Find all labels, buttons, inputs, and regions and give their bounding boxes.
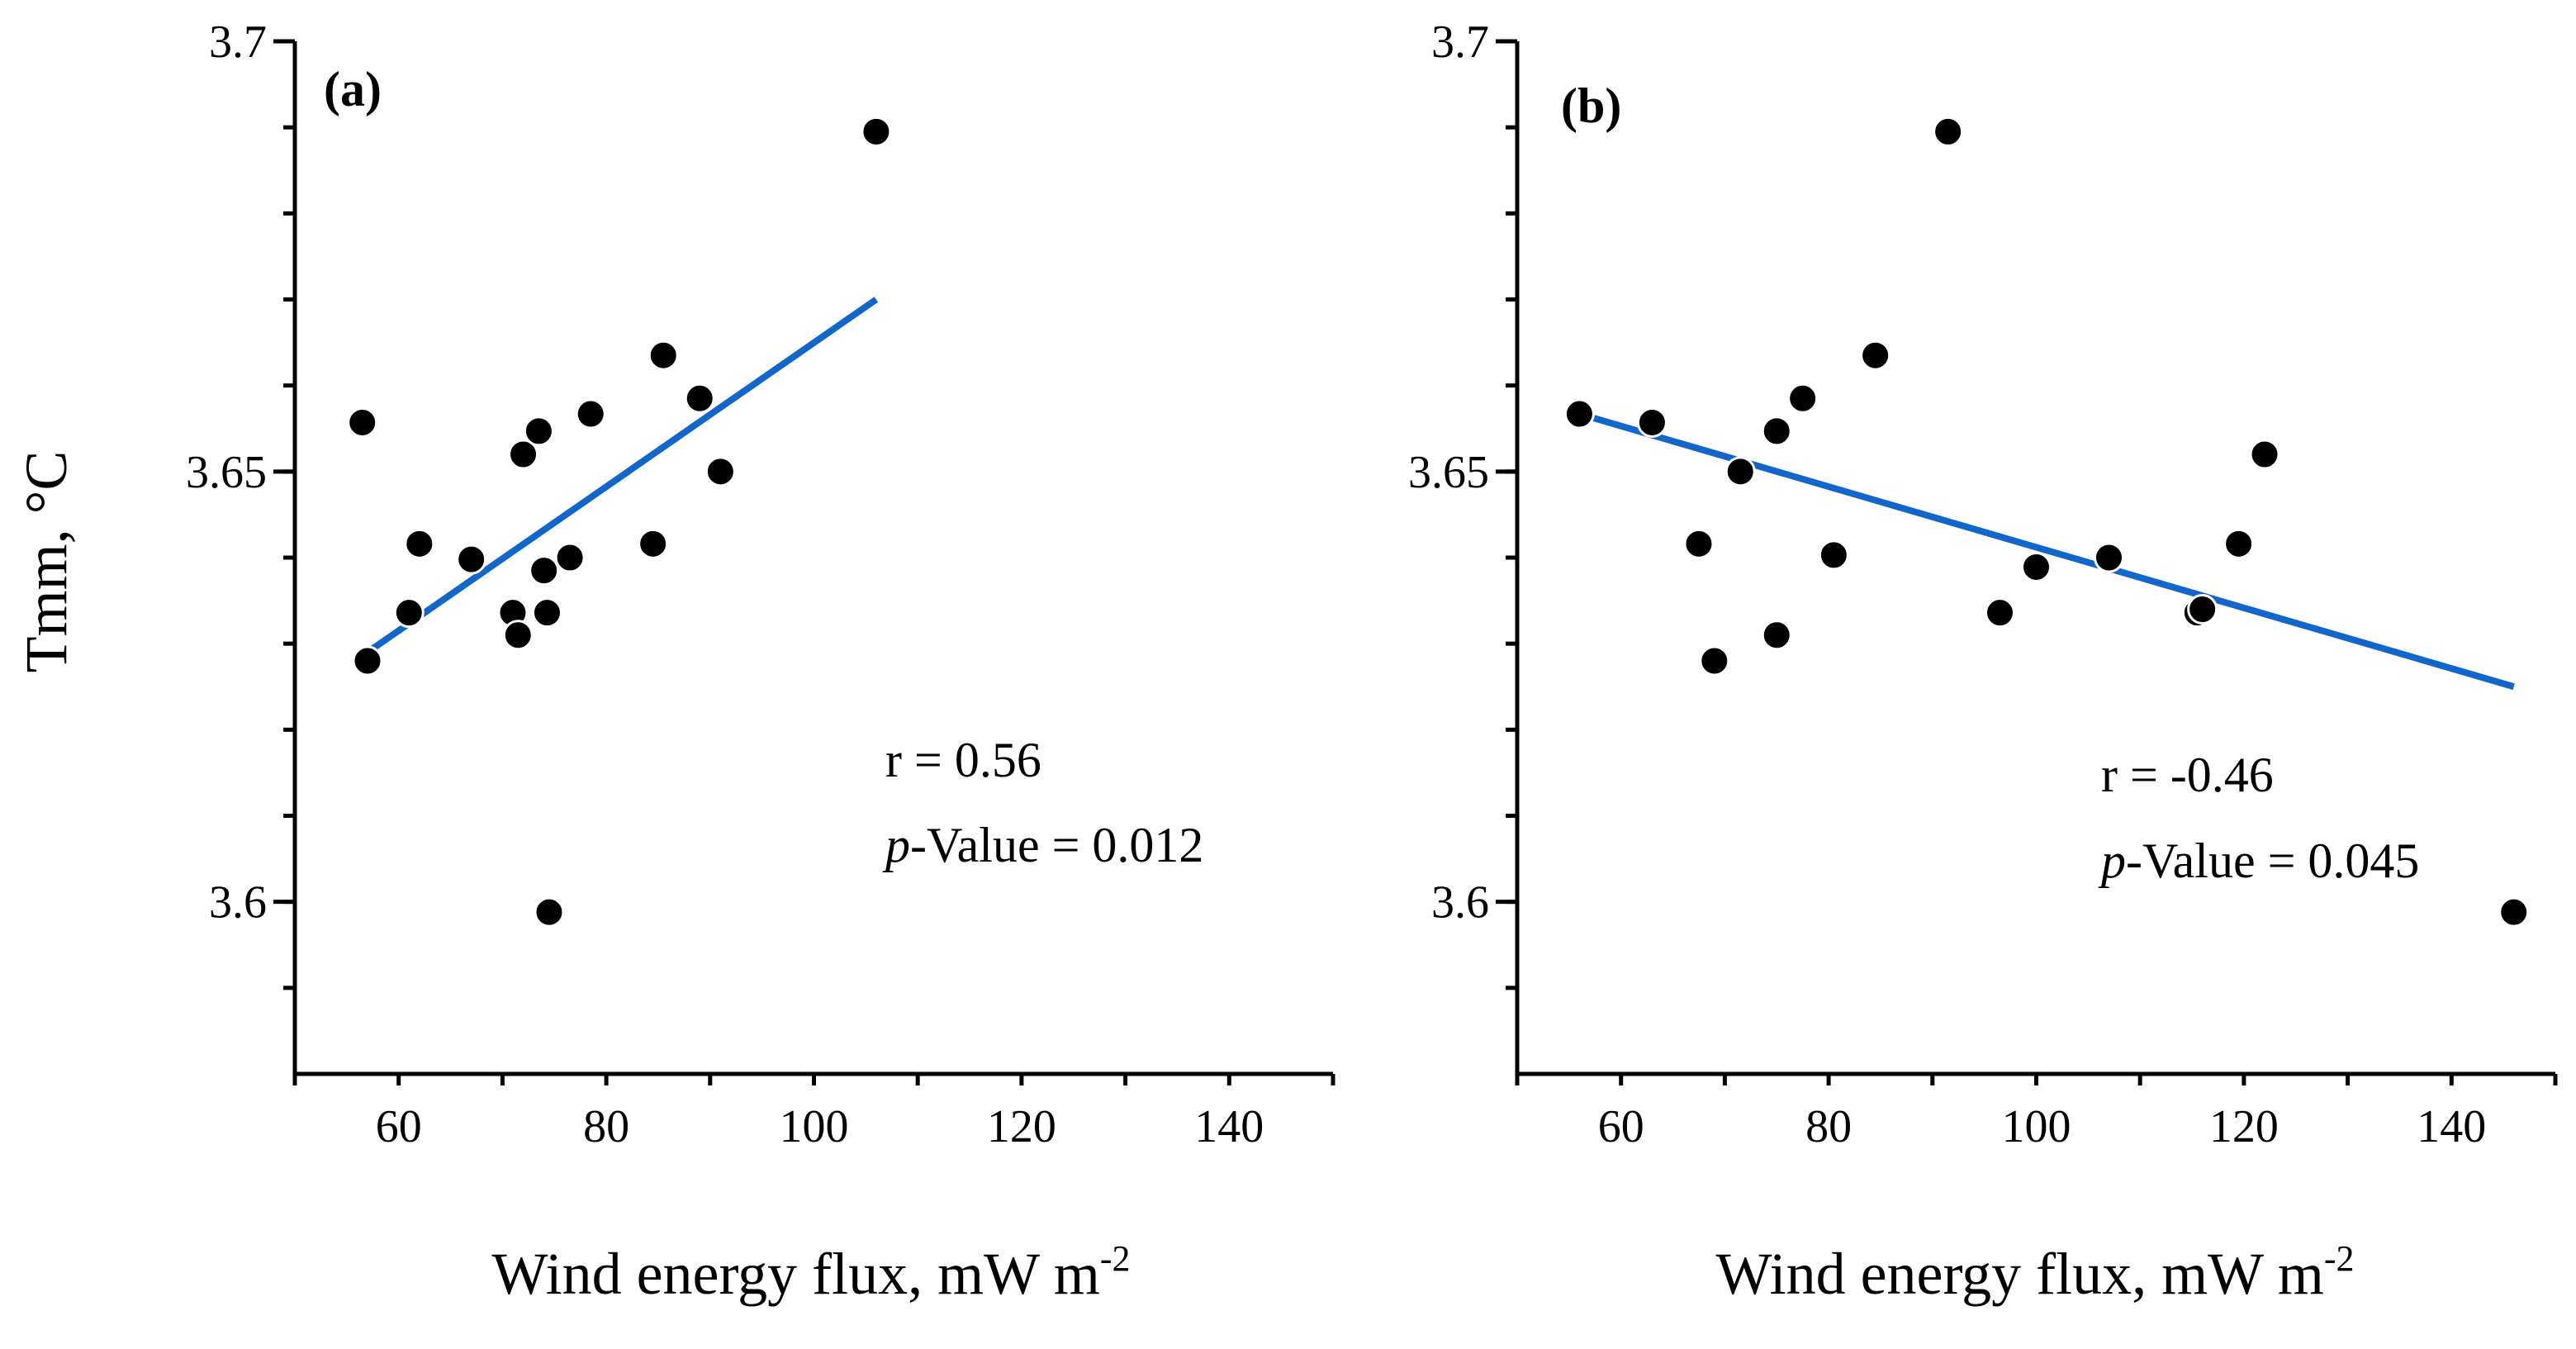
panel-a-data-point xyxy=(523,416,554,447)
panel-a-y-tick-label: 3.6 xyxy=(209,877,267,929)
panel-b-data-point xyxy=(2093,542,2124,573)
panel-a-y-tick-label: 3.65 xyxy=(186,447,267,498)
panel-a-y-tick-label: 3.7 xyxy=(209,17,267,68)
panel-b-data-point xyxy=(2223,528,2255,559)
panel-b-data-point xyxy=(1818,539,1849,571)
panel-a-ticks: 3.6 3.65 3.7 60 80 100 120 140 xyxy=(186,17,1335,1152)
panel-b-data-point xyxy=(1724,456,1756,487)
panel-b-x-axis-title: Wind energy flux, mW m-2 xyxy=(1716,1238,2355,1307)
panel-b-x-tick-label: 100 xyxy=(2002,1101,2071,1152)
panel-a-data-point xyxy=(404,528,435,559)
panel-b-x-tick-label: 60 xyxy=(1598,1101,1644,1152)
panel-a-data-point xyxy=(456,544,487,575)
panel-a-data-point xyxy=(502,620,534,651)
panel-a-data-point xyxy=(393,597,425,629)
panel-b-data-point xyxy=(2187,594,2218,625)
panel-b-p-annotation: p-Value = 0.045 xyxy=(2098,834,2419,888)
panel-b-data-point xyxy=(2249,439,2280,470)
panel-b-x-axis-title-superscript: -2 xyxy=(2324,1238,2355,1279)
panel-a-x-tick-label: 80 xyxy=(583,1101,629,1152)
panel-b-data-point xyxy=(1985,597,2016,629)
panel-b-r-annotation: r = -0.46 xyxy=(2101,748,2274,802)
panel-a-data-point xyxy=(575,398,606,430)
panel-b-y-tick-label: 3.65 xyxy=(1408,447,1489,498)
panel-a-data-point xyxy=(352,645,383,677)
panel-a-marks xyxy=(347,116,892,928)
panel-a-data-point xyxy=(684,382,715,414)
panel-b-label: (b) xyxy=(1561,78,1621,133)
panel-a-data-point xyxy=(861,116,892,147)
panel-b-x-tick-label: 80 xyxy=(1805,1101,1852,1152)
panel-a-r-annotation: r = 0.56 xyxy=(885,733,1041,787)
panel-a-x-axis-title: Wind energy flux, mW m-2 xyxy=(492,1238,1131,1307)
panel-b-data-point xyxy=(1761,620,1792,651)
panel-b-fit-line xyxy=(1578,411,2515,691)
panel-b-data-point xyxy=(1787,382,1819,414)
y-axis-title: Tmm, °C xyxy=(13,451,79,673)
panel-a-fit-line xyxy=(365,297,879,655)
panel-b-x-tick-label: 140 xyxy=(2417,1101,2486,1152)
panel-a-data-point xyxy=(534,896,565,928)
panel-a-x-axis-title-superscript: -2 xyxy=(1100,1238,1131,1279)
panel-a-label: (a) xyxy=(324,62,382,116)
panel-b-x-tick-label: 120 xyxy=(2209,1101,2279,1152)
panel-a-x-tick-label: 120 xyxy=(987,1101,1056,1152)
panel-b-y-tick-label: 3.7 xyxy=(1431,17,1489,68)
panel-a-data-point xyxy=(704,456,736,487)
panel-a-data-point xyxy=(638,528,669,559)
panel-a-data-point xyxy=(554,542,586,573)
panel-b-data-point xyxy=(2021,551,2052,582)
panel-a-data-point xyxy=(648,340,679,371)
panel-a-data-point xyxy=(531,597,562,629)
panel-a: 3.6 3.65 3.7 60 80 100 120 140 (a) Wind energy … xyxy=(186,17,1335,1307)
panel-b-marks xyxy=(1563,116,2530,928)
panel-b-data-point xyxy=(1699,645,1730,677)
panel-a-data-point xyxy=(347,406,378,438)
panel-b-data-point xyxy=(1563,398,1595,430)
panel-a-data-point xyxy=(529,555,560,587)
panel-b-data-point xyxy=(1683,528,1715,559)
panel-a-x-tick-label: 140 xyxy=(1194,1101,1264,1152)
panel-b: 3.6 3.65 3.7 60 80 100 120 140 (b) Wind energy … xyxy=(1408,17,2558,1307)
panel-b-data-point xyxy=(1636,406,1668,438)
panel-b-y-tick-label: 3.6 xyxy=(1431,877,1489,929)
panel-a-p-annotation: p-Value = 0.012 xyxy=(882,818,1203,872)
panel-a-x-tick-label: 100 xyxy=(780,1101,849,1152)
panel-b-data-point xyxy=(1761,416,1792,447)
panel-b-data-point xyxy=(1933,116,1964,147)
panel-a-x-tick-label: 60 xyxy=(376,1101,422,1152)
panel-a-data-point xyxy=(508,439,539,470)
panel-b-data-point xyxy=(1860,340,1891,371)
panel-b-data-point xyxy=(2498,896,2530,928)
panel-b-ticks: 3.6 3.65 3.7 60 80 100 120 140 xyxy=(1408,17,2558,1152)
